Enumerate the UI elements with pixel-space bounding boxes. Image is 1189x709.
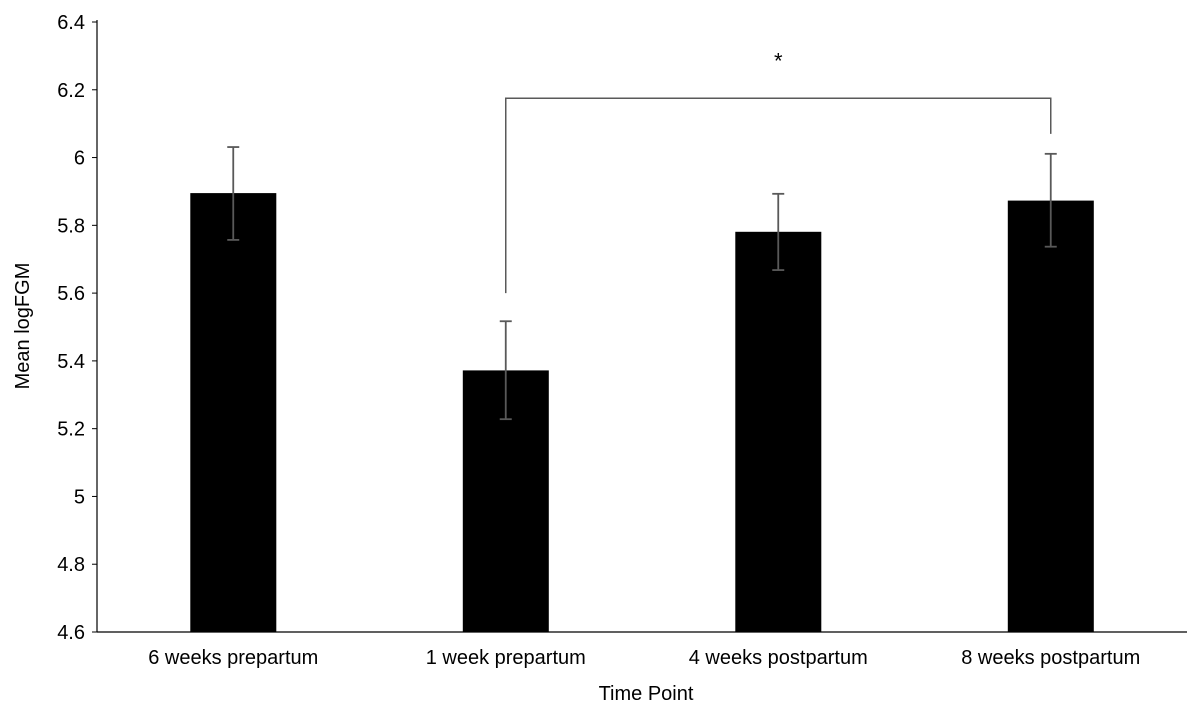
x-tick-label: 1 week prepartum — [426, 647, 586, 669]
x-tick-label: 6 weeks prepartum — [148, 647, 318, 669]
y-tick-label: 5.6 — [57, 283, 85, 305]
y-tick-label: 6 — [74, 148, 85, 170]
plot-area: * — [190, 48, 1094, 633]
y-axis-title: Mean logFGM — [12, 263, 34, 390]
x-tick-label: 4 weeks postpartum — [689, 647, 868, 669]
y-tick-label: 6.2 — [57, 80, 85, 102]
y-tick-label: 4.6 — [57, 622, 85, 644]
error-bar-1 — [227, 146, 240, 241]
y-tick-label: 5.2 — [57, 419, 85, 441]
significance-bracket — [505, 97, 1052, 294]
x-axis-title: Time Point — [599, 683, 694, 705]
bar-1 — [190, 193, 277, 632]
x-tick-label: 8 weeks postpartum — [961, 647, 1140, 669]
y-tick-label: 6.4 — [57, 12, 85, 34]
error-bar-2 — [499, 320, 512, 421]
y-tick-label: 5.8 — [57, 215, 85, 237]
bar-3 — [735, 231, 822, 633]
y-tick-label: 5.4 — [57, 351, 85, 373]
error-bar-4 — [1044, 152, 1057, 248]
significance-label: * — [774, 48, 783, 73]
axes: 4.6 4.8 5 5.2 5.4 5.6 5.8 6 6.2 6.4 6 weeks prepar… — [57, 12, 1187, 669]
bar-4 — [1007, 200, 1094, 632]
y-tick-label: 5 — [74, 486, 85, 508]
y-tick-label: 4.8 — [57, 554, 85, 576]
error-bar-3 — [772, 192, 785, 271]
